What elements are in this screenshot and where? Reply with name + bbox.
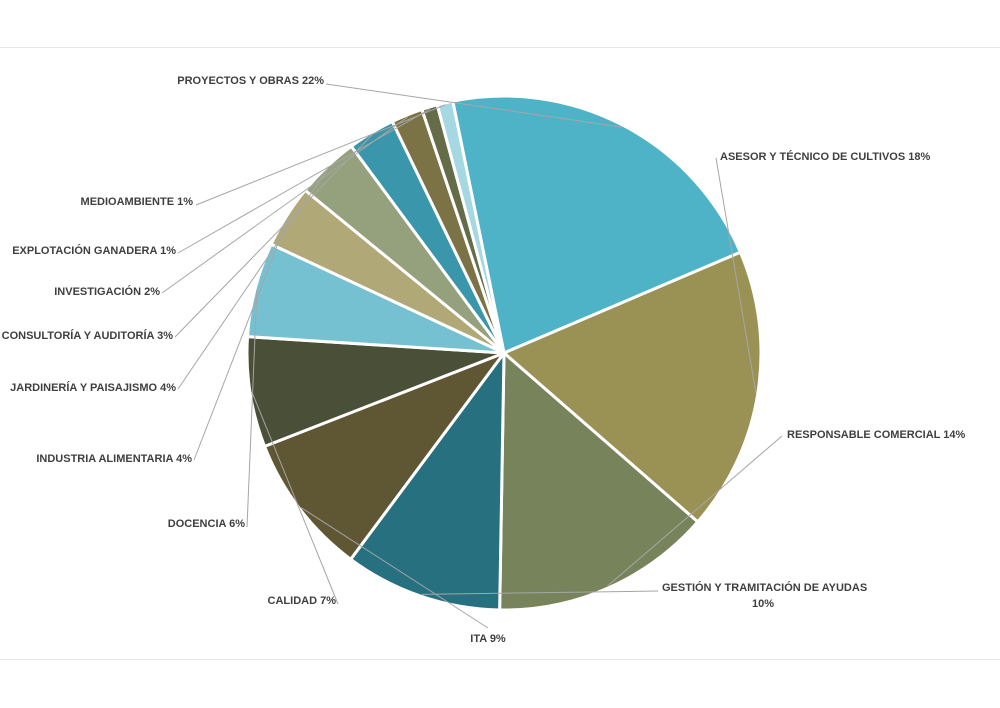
top-divider bbox=[0, 47, 1000, 48]
pie-slice-medioambiente bbox=[435, 99, 506, 355]
slice-label-calidad: CALIDAD 7% bbox=[268, 595, 337, 607]
slice-label-docencia: DOCENCIA 6% bbox=[168, 518, 245, 530]
leader-line-medioambiente bbox=[195, 104, 446, 206]
leader-line-consultoria-y-auditoria bbox=[174, 134, 373, 338]
pie-slice-asesor-y-tecnico-de-cultivos bbox=[502, 250, 763, 524]
slice-label-responsable-comercial: RESPONSABLE COMERCIAL 14% bbox=[787, 429, 965, 441]
pie-slice-calidad bbox=[245, 335, 506, 448]
slice-label-ita: ITA 9% bbox=[470, 633, 506, 645]
leader-line-asesor-y-tecnico-de-cultivos bbox=[715, 157, 757, 393]
leader-line-calidad bbox=[251, 391, 339, 605]
leader-line-explotacion-ganadera bbox=[177, 108, 431, 254]
leader-line-industria-alimentaria bbox=[193, 217, 289, 461]
slice-label-asesor-y-tecnico-de-cultivos: ASESOR Y TÉCNICO DE CULTIVOS 18% bbox=[720, 150, 930, 163]
pie-slice-responsable-comercial bbox=[498, 351, 700, 612]
slice-label-industria-alimentaria: INDUSTRIA ALIMENTARIA 4% bbox=[36, 453, 192, 465]
leader-line-responsable-comercial bbox=[607, 435, 783, 587]
slice-label-proyectos-y-obras: PROYECTOS Y OBRAS 22% bbox=[177, 75, 324, 87]
leader-line-proyectos-y-obras bbox=[325, 83, 623, 128]
leader-lines bbox=[161, 83, 783, 629]
pie-slices bbox=[245, 94, 763, 612]
leader-line-investigacion bbox=[161, 116, 408, 294]
pie-slice-gestion-y-tramitacion-de-ayudas bbox=[349, 351, 506, 612]
leader-line-gestion-y-tramitacion-de-ayudas bbox=[421, 590, 659, 595]
pie-slice-proyectos-y-obras bbox=[451, 94, 742, 355]
slice-labels: PROYECTOS Y OBRAS 22% ASESOR Y TÉCNICO DE… bbox=[2, 75, 966, 645]
slice-label-investigacion: INVESTIGACIÓN 2% bbox=[54, 285, 160, 298]
leader-line-docencia bbox=[246, 289, 258, 528]
slice-label-medioambiente: MEDIOAMBIENTE 1% bbox=[81, 196, 194, 208]
slice-label-consultoria-y-auditoria: CONSULTORÍA Y AUDITORÍA 3% bbox=[2, 329, 174, 342]
bottom-divider bbox=[0, 659, 1000, 660]
slice-label-gestion-y-tramitacion-de-ayudas: GESTIÓN Y TRAMITACIÓN DE AYUDAS 10% bbox=[662, 581, 867, 610]
slice-label-jardineria-y-paisajismo: JARDINERÍA Y PAISAJISMO 4% bbox=[10, 381, 176, 394]
leader-line-ita bbox=[301, 507, 489, 629]
slice-label-explotacion-ganadera: EXPLOTACIÓN GANADERA 1% bbox=[12, 244, 176, 257]
